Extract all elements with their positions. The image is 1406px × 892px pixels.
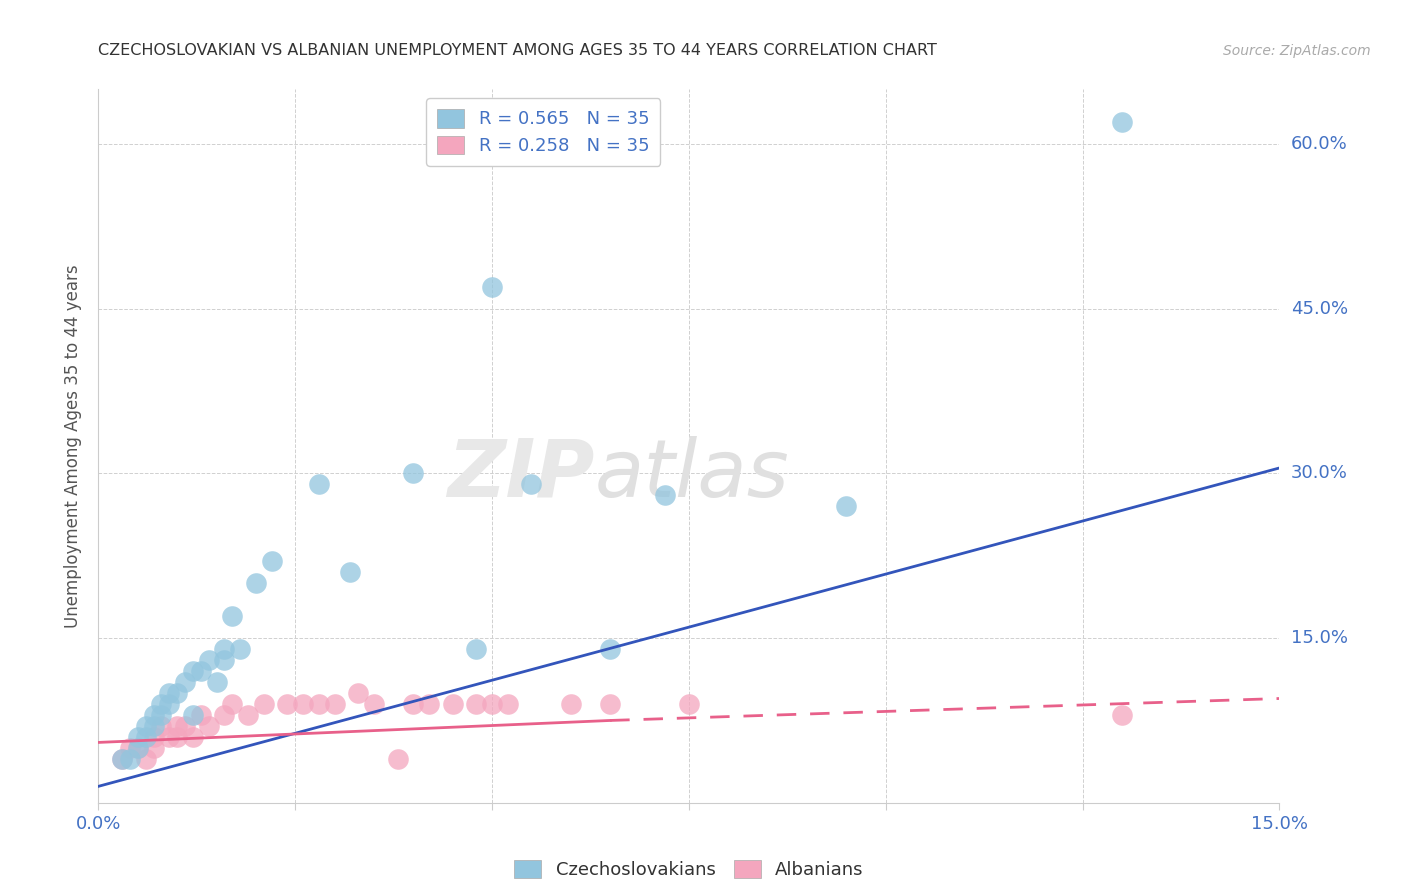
Point: [496, 697, 519, 711]
Point: [520, 477, 543, 491]
Point: [197, 719, 219, 733]
Point: [253, 697, 276, 711]
Point: [181, 708, 204, 723]
Point: [118, 752, 141, 766]
Point: [221, 609, 243, 624]
Legend: Czechoslovakians, Albanians: Czechoslovakians, Albanians: [508, 853, 870, 887]
Point: [402, 467, 425, 481]
Point: [135, 752, 157, 766]
Point: [142, 708, 165, 723]
Point: [363, 697, 385, 711]
Point: [142, 730, 165, 744]
Point: [150, 708, 173, 723]
Point: [190, 708, 212, 723]
Point: [560, 697, 582, 711]
Point: [127, 740, 149, 755]
Point: [111, 752, 134, 766]
Point: [323, 697, 346, 711]
Point: [181, 730, 204, 744]
Point: [166, 730, 188, 744]
Point: [481, 697, 503, 711]
Text: Source: ZipAtlas.com: Source: ZipAtlas.com: [1223, 44, 1371, 58]
Point: [111, 752, 134, 766]
Point: [127, 740, 149, 755]
Point: [157, 697, 180, 711]
Point: [441, 697, 464, 711]
Point: [214, 642, 236, 657]
Text: CZECHOSLOVAKIAN VS ALBANIAN UNEMPLOYMENT AMONG AGES 35 TO 44 YEARS CORRELATION C: CZECHOSLOVAKIAN VS ALBANIAN UNEMPLOYMENT…: [98, 43, 938, 58]
Point: [157, 686, 180, 700]
Point: [654, 488, 676, 502]
Point: [229, 642, 252, 657]
Point: [260, 554, 283, 568]
Point: [1111, 708, 1133, 723]
Point: [1111, 115, 1133, 129]
Point: [599, 642, 621, 657]
Text: 60.0%: 60.0%: [1291, 135, 1347, 153]
Point: [481, 280, 503, 294]
Point: [135, 730, 157, 744]
Point: [174, 675, 197, 690]
Point: [205, 675, 228, 690]
Point: [214, 653, 236, 667]
Point: [465, 697, 488, 711]
Point: [150, 697, 173, 711]
Point: [181, 664, 204, 678]
Point: [236, 708, 259, 723]
Point: [127, 730, 149, 744]
Point: [835, 500, 858, 514]
Point: [221, 697, 243, 711]
Text: atlas: atlas: [595, 435, 789, 514]
Text: ZIP: ZIP: [447, 435, 595, 514]
Point: [599, 697, 621, 711]
Point: [402, 697, 425, 711]
Point: [174, 719, 197, 733]
Point: [245, 576, 267, 591]
Point: [387, 752, 409, 766]
Point: [197, 653, 219, 667]
Point: [166, 686, 188, 700]
Point: [678, 697, 700, 711]
Point: [150, 719, 173, 733]
Point: [118, 740, 141, 755]
Y-axis label: Unemployment Among Ages 35 to 44 years: Unemployment Among Ages 35 to 44 years: [65, 264, 83, 628]
Point: [292, 697, 315, 711]
Point: [214, 708, 236, 723]
Point: [190, 664, 212, 678]
Text: 45.0%: 45.0%: [1291, 300, 1348, 318]
Point: [418, 697, 440, 711]
Point: [308, 477, 330, 491]
Text: 15.0%: 15.0%: [1291, 629, 1347, 647]
Point: [142, 740, 165, 755]
Point: [142, 719, 165, 733]
Point: [166, 719, 188, 733]
Text: 30.0%: 30.0%: [1291, 465, 1347, 483]
Point: [347, 686, 370, 700]
Point: [339, 566, 361, 580]
Point: [276, 697, 298, 711]
Point: [465, 642, 488, 657]
Point: [308, 697, 330, 711]
Point: [157, 730, 180, 744]
Point: [135, 719, 157, 733]
